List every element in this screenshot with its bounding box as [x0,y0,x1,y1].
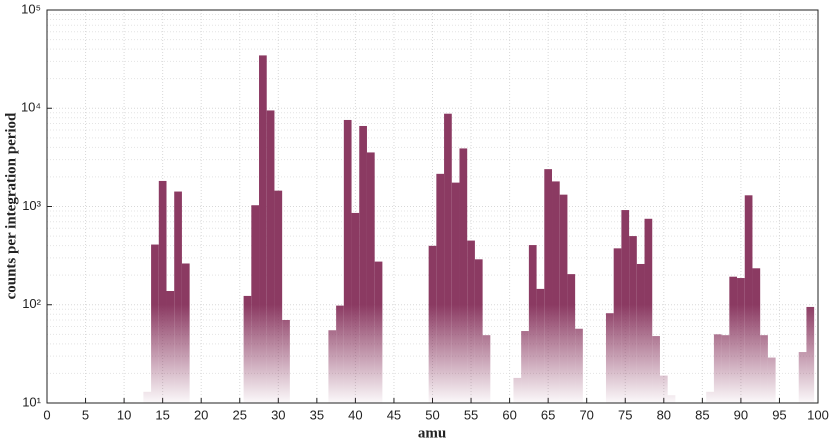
bar [266,110,275,403]
bar [243,295,252,403]
x-tick-label: 95 [772,407,786,422]
bar [359,125,367,404]
bar [528,245,537,403]
y-tick-label: 10¹ [22,394,41,409]
bar [605,313,614,403]
x-tick-label: 60 [502,407,516,422]
bar [521,331,529,403]
bar [667,395,676,403]
bar [721,335,730,403]
bar [151,244,159,403]
y-tick-label: 10³ [22,198,41,213]
x-tick-label: 5 [82,407,89,422]
bar [544,169,553,403]
bar [744,195,753,403]
bar [436,173,445,403]
x-tick-label: 90 [734,407,748,422]
bar [328,330,337,403]
bar [343,119,352,403]
bar [459,148,468,403]
bar [482,335,491,403]
bar [474,259,483,403]
bar [706,391,714,403]
bar [374,261,383,403]
x-tick-label: 100 [807,407,829,422]
bar [575,328,583,403]
x-tick-label: 40 [348,407,362,422]
x-tick-label: 25 [233,407,247,422]
bar [659,375,668,403]
bar [274,190,283,403]
bar [806,306,815,403]
x-tick-label: 20 [194,407,208,422]
bar [181,263,190,403]
x-tick-label: 10 [117,407,131,422]
x-tick-label: 80 [657,407,671,422]
bar [767,357,776,403]
bar [351,212,360,403]
y-tick-label: 10² [22,296,41,311]
bar [513,377,522,403]
bar [336,305,344,403]
x-tick-label: 15 [155,407,169,422]
bar [451,182,460,403]
x-tick-label: 65 [541,407,555,422]
y-tick-label: 10⁴ [21,100,41,115]
bar [143,391,152,403]
bar [166,291,175,403]
bar [259,55,267,404]
bar [251,205,260,403]
bar [798,352,807,403]
bar [737,278,745,403]
x-tick-label: 70 [579,407,593,422]
x-tick-label: 35 [310,407,324,422]
y-tick-label: 10⁵ [21,1,41,16]
bar [552,181,560,403]
plot-frame [46,9,819,404]
x-tick-label: 45 [387,407,401,422]
x-tick-label: 30 [271,407,285,422]
x-tick-label: 55 [464,407,478,422]
bar [444,113,452,403]
bar [652,336,660,403]
x-tick-label: 85 [695,407,709,422]
x-tick-label: 50 [425,407,439,422]
y-axis-label: counts per integration period [3,112,19,299]
bar [752,268,761,403]
bar [536,288,545,403]
bar [174,191,182,403]
x-tick-label: 75 [618,407,632,422]
bar [760,335,768,403]
x-tick-label: 0 [43,407,50,422]
bar [559,194,568,403]
bar [713,334,722,403]
bar [467,240,475,403]
bar [366,152,375,403]
bar [428,245,437,403]
bar [621,210,630,403]
x-axis-label: amu [418,425,446,441]
bar [158,180,167,403]
bar [567,274,576,403]
bar [629,236,637,403]
bar [729,276,738,403]
bar [636,263,645,403]
bar [644,218,653,403]
bar [282,319,290,403]
bar [613,248,622,403]
